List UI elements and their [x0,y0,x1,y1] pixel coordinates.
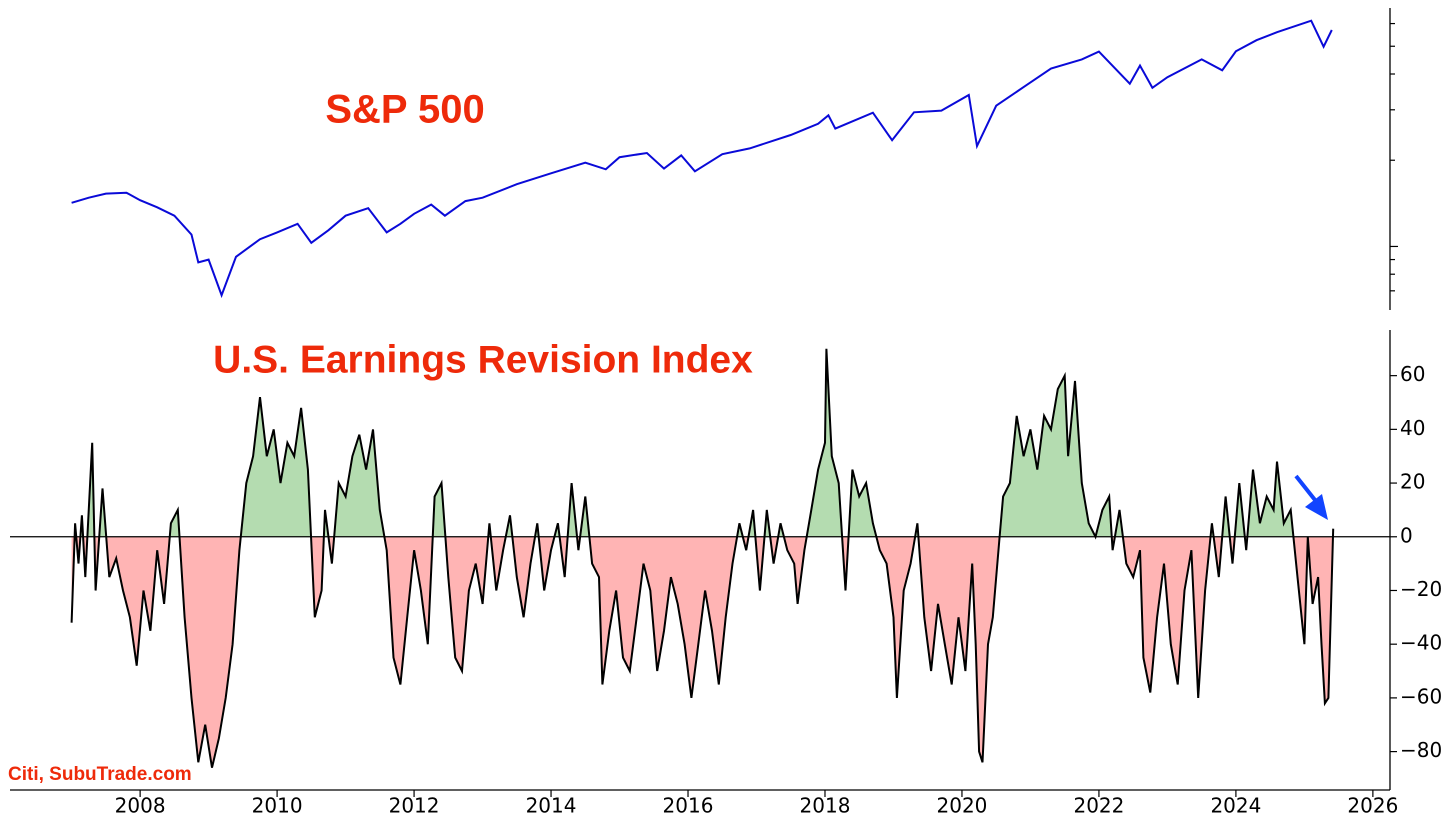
y-tick-label: −40 [1400,631,1442,655]
y-tick-label: 20 [1400,470,1425,494]
x-tick-label: 2020 [937,794,988,818]
source-note: Citi, SubuTrade.com [8,764,192,785]
y-tick-label: −20 [1400,577,1442,601]
x-tick-label: 2016 [663,794,714,818]
x-tick-label: 2010 [252,794,303,818]
arrow-annotation [1294,474,1328,520]
x-tick-label: 2018 [800,794,851,818]
y-tick-label: 60 [1400,362,1425,386]
y-tick-label: 0 [1400,523,1413,547]
x-tick-label: 2008 [115,794,166,818]
y-tick-label: −60 [1400,684,1442,708]
x-tick-label: 2022 [1073,794,1124,818]
y-tick-label: 40 [1400,416,1425,440]
chart-title: U.S. Earnings Revision Index [213,338,753,381]
chart-title: S&P 500 [325,88,484,132]
x-tick-label: 2026 [1347,794,1398,818]
series-line [70,348,1335,768]
series-line [71,19,1333,299]
y-tick-label: −80 [1400,738,1442,762]
area-negative [71,536,1334,768]
x-tick-label: 2012 [389,794,440,818]
x-tick-label: 2014 [526,794,577,818]
area-positive [74,348,1334,537]
x-tick-label: 2024 [1210,794,1261,818]
